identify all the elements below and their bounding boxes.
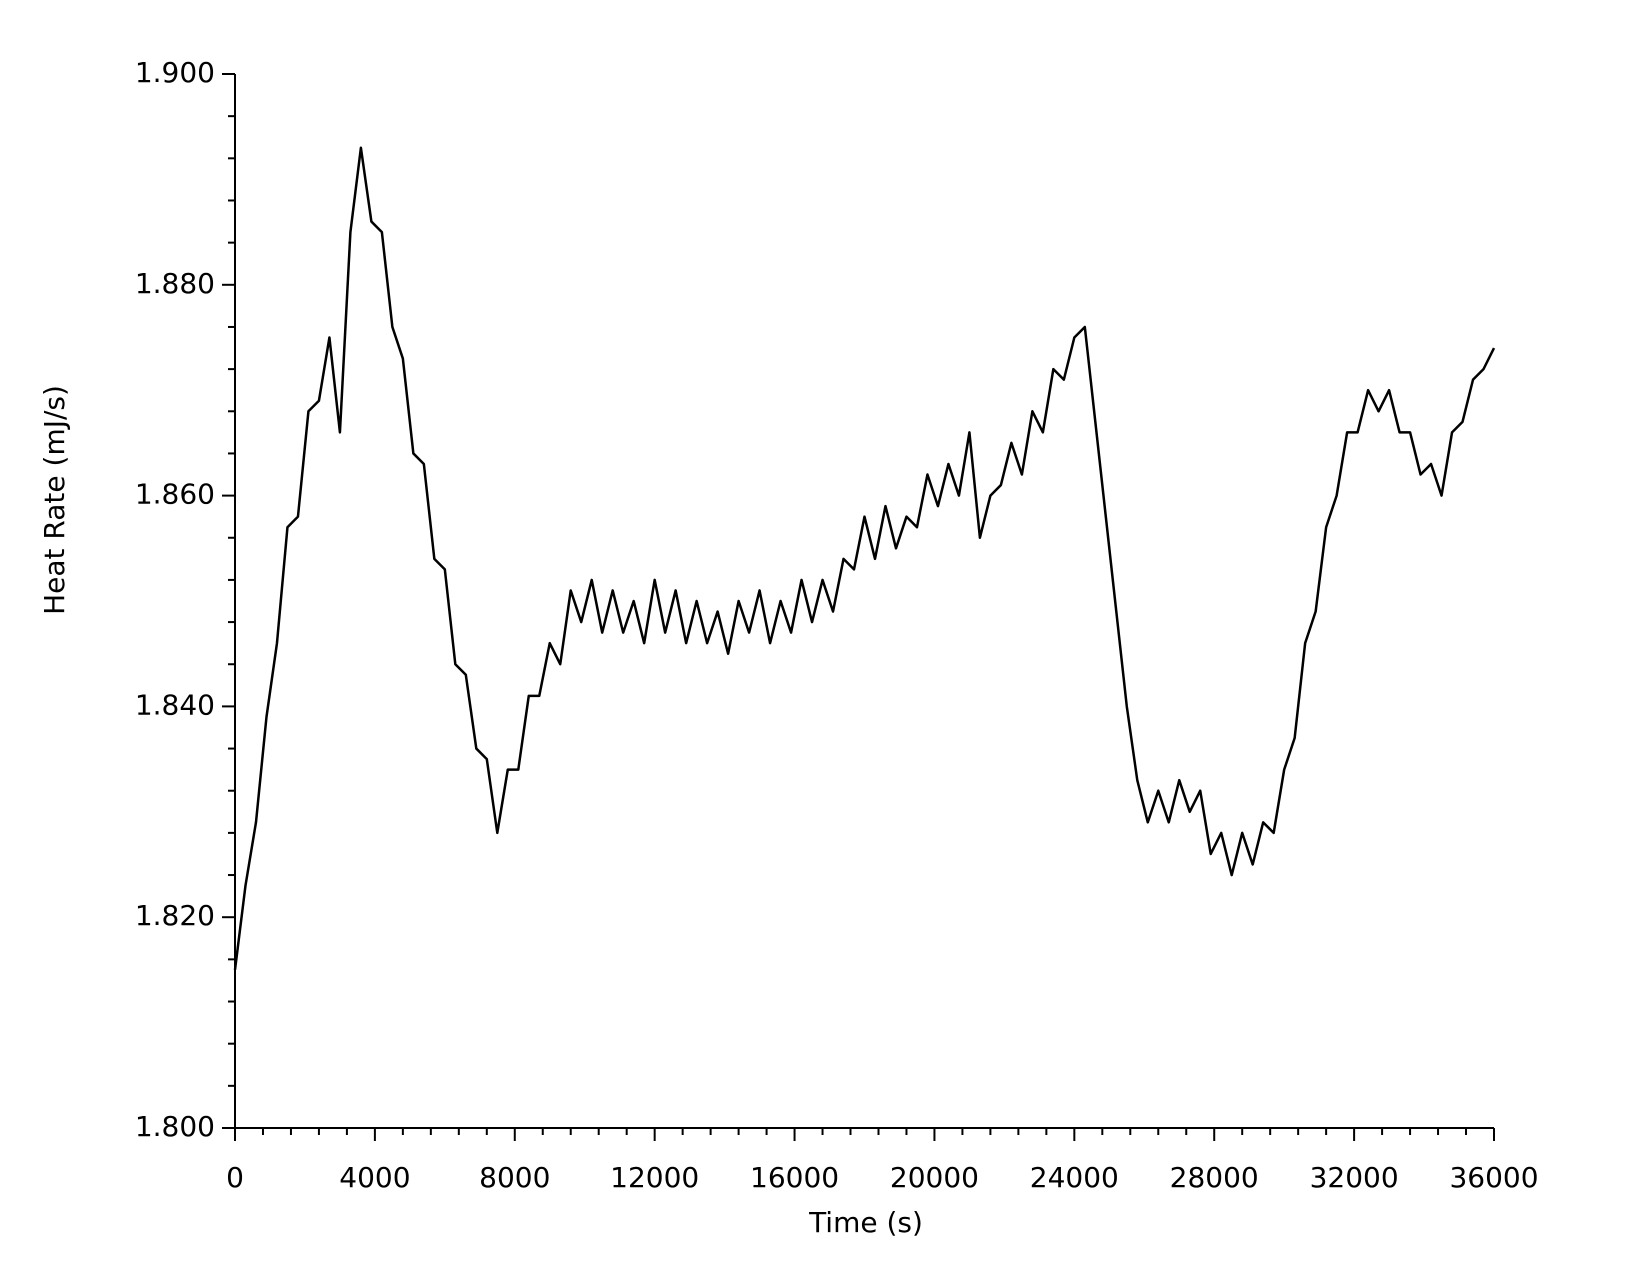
x-tick-label: 36000 xyxy=(1449,1161,1538,1194)
x-tick-label: 4000 xyxy=(339,1161,410,1194)
x-tick-label: 12000 xyxy=(610,1161,699,1194)
x-tick-label: 32000 xyxy=(1310,1161,1399,1194)
x-tick-label: 0 xyxy=(226,1161,244,1194)
x-axis-label: Time (s) xyxy=(808,1206,923,1239)
y-tick-label: 1.860 xyxy=(135,478,215,511)
y-axis-label: Heat Rate (mJ/s) xyxy=(38,385,71,615)
x-tick-label: 8000 xyxy=(479,1161,550,1194)
y-tick-label: 1.900 xyxy=(135,56,215,89)
x-tick-label: 20000 xyxy=(890,1161,979,1194)
x-tick-label: 24000 xyxy=(1030,1161,1119,1194)
x-tick-label: 16000 xyxy=(750,1161,839,1194)
data-line xyxy=(233,146,1496,971)
y-tick-label: 1.840 xyxy=(135,688,215,721)
y-tick-label: 1.800 xyxy=(135,1110,215,1143)
y-tick-label: 1.880 xyxy=(135,267,215,300)
y-tick-label: 1.820 xyxy=(135,899,215,932)
x-tick-label: 28000 xyxy=(1170,1161,1259,1194)
